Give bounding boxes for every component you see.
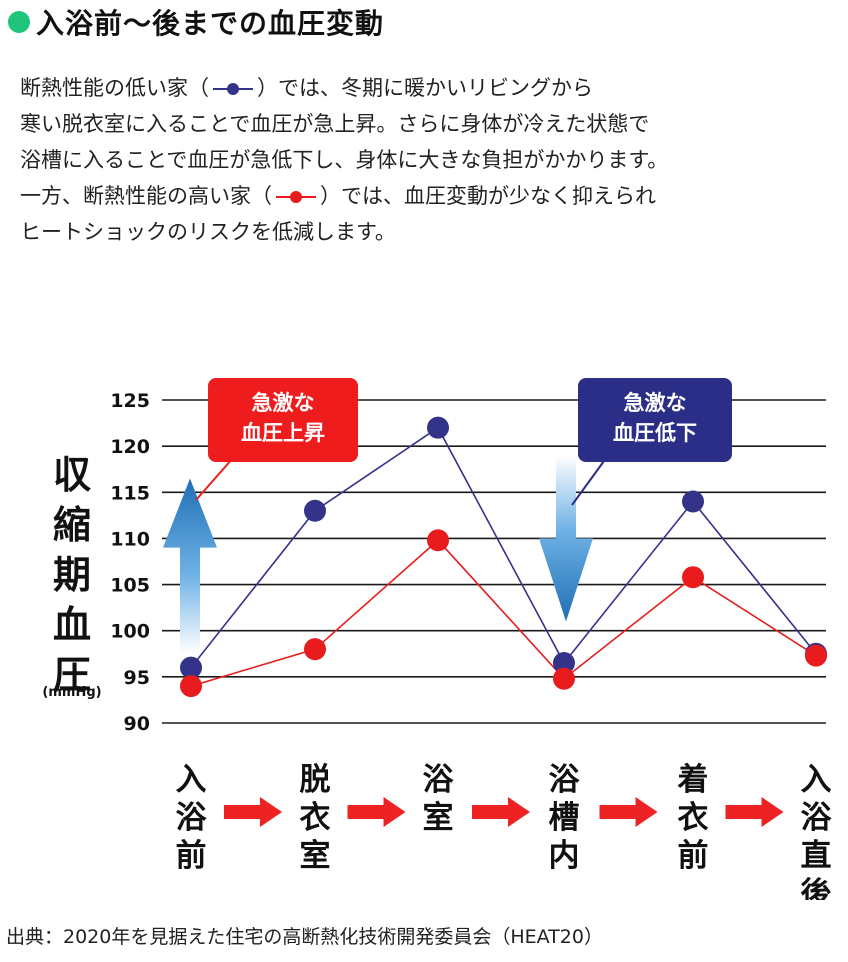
point-low-4: [682, 490, 704, 513]
point-high-3: [553, 667, 575, 690]
category-char: 後: [801, 876, 833, 900]
category-char: 室: [300, 838, 331, 874]
rise-callout-text: 急激な: [252, 391, 315, 415]
y-tick-125: 125: [110, 390, 150, 412]
y-tick-90: 90: [124, 713, 150, 735]
point-high-2: [427, 529, 449, 552]
rise-arrow-icon: [163, 478, 217, 654]
series-line-high: [190, 539, 817, 687]
y-label-char: 収: [53, 453, 91, 497]
y-label-char: 圧: [53, 653, 91, 697]
series-lines: [190, 426, 817, 687]
description-line-5: ヒートショックのリスクを低減します。: [20, 220, 396, 244]
category-char: 衣: [678, 800, 709, 836]
category-char: 衣: [300, 800, 331, 836]
description-line-1: 断熱性能の低い家（ ）では、冬期に暖かいリビングから: [20, 70, 840, 106]
point-high-4: [682, 566, 704, 589]
category-char: 浴: [423, 762, 455, 798]
series-line-low: [190, 426, 817, 669]
y-tick-115: 115: [110, 482, 150, 504]
flow-arrow-icon: [347, 797, 406, 827]
point-low-0: [180, 656, 202, 679]
point-high-1: [304, 638, 326, 661]
source-note: 出典：2020年を見据えた住宅の高断熱化技術開発委員会（HEAT20）: [6, 926, 603, 948]
category-char: 入: [801, 762, 832, 798]
category-char: 浴: [801, 800, 833, 836]
category-char: 前: [176, 838, 207, 874]
category-char: 脱: [300, 762, 331, 798]
description: 断熱性能の低い家（ ）では、冬期に暖かいリビングから 寒い脱衣室に入ることで血圧が…: [20, 70, 840, 250]
category-char: 槽: [549, 800, 580, 836]
rise-callout-box: [208, 378, 358, 462]
green-dot-icon: [8, 11, 30, 33]
rise-callout-text: 血圧上昇: [241, 421, 325, 445]
category-char: 内: [549, 838, 580, 874]
y-tick-labels: 90 95 100 105 110 115 120 125: [110, 390, 150, 735]
y-tick-95: 95: [124, 667, 150, 689]
drop-callout-text: 血圧低下: [613, 421, 697, 445]
category-char: 前: [678, 838, 709, 874]
red-marker-icon: [276, 191, 316, 203]
y-label-char: 縮: [53, 503, 91, 547]
y-label-char: 期: [53, 553, 91, 597]
blue-marker-icon: [213, 83, 253, 95]
category-char: 直: [801, 838, 832, 874]
description-line-1b: ）では、冬期に暖かいリビングから: [257, 76, 593, 100]
drop-callout-box: [578, 378, 732, 462]
category-char: 浴: [549, 762, 581, 798]
title-row: 入浴前〜後までの血圧変動: [8, 2, 384, 42]
description-line-4b: ）では、血圧変動が少なく抑えられ: [320, 184, 656, 208]
description-line-3: 浴槽に入ることで血圧が急低下し、身体に大きな負担がかかります。: [20, 148, 669, 172]
y-tick-100: 100: [110, 621, 150, 643]
description-line-4a: 一方、断熱性能の高い家（: [20, 184, 272, 208]
description-line-1a: 断熱性能の低い家（: [20, 76, 209, 100]
series-points: [180, 416, 827, 698]
flow-arrow-icon: [224, 797, 282, 827]
description-line-2: 寒い脱衣室に入ることで血圧が急上昇。さらに身体が冷えた状態で: [20, 112, 650, 136]
flow-arrow-icon: [472, 797, 530, 827]
category-char: 着: [677, 762, 709, 798]
flow-arrows: [224, 797, 784, 827]
point-low-2: [427, 416, 449, 439]
point-high-0: [180, 675, 202, 698]
category-char: 入: [176, 762, 207, 798]
point-low-1: [304, 499, 326, 522]
y-tick-120: 120: [110, 436, 150, 458]
description-line-4: 一方、断熱性能の高い家（ ）では、血圧変動が少なく抑えられ: [20, 178, 840, 214]
point-high-5: [805, 644, 827, 667]
trend-arrows: [163, 455, 593, 654]
category-char: 浴: [176, 800, 208, 836]
y-tick-105: 105: [110, 575, 150, 597]
flow-arrow-icon: [599, 797, 658, 827]
y-label-char: 血: [53, 603, 91, 647]
category-char: 室: [423, 800, 454, 836]
y-tick-110: 110: [110, 528, 150, 550]
y-unit-label: (mmHg): [42, 685, 101, 700]
flow-arrow-icon: [725, 797, 784, 827]
drop-arrow-icon: [539, 455, 593, 622]
chart: 90 95 100 105 110 115 120 125 収縮期血圧 (mmHg) 急激な血圧…: [0, 300, 848, 912]
point-low-3: [553, 652, 575, 675]
drop-callout-text: 急激な: [624, 391, 687, 415]
page-title: 入浴前〜後までの血圧変動: [36, 7, 385, 40]
